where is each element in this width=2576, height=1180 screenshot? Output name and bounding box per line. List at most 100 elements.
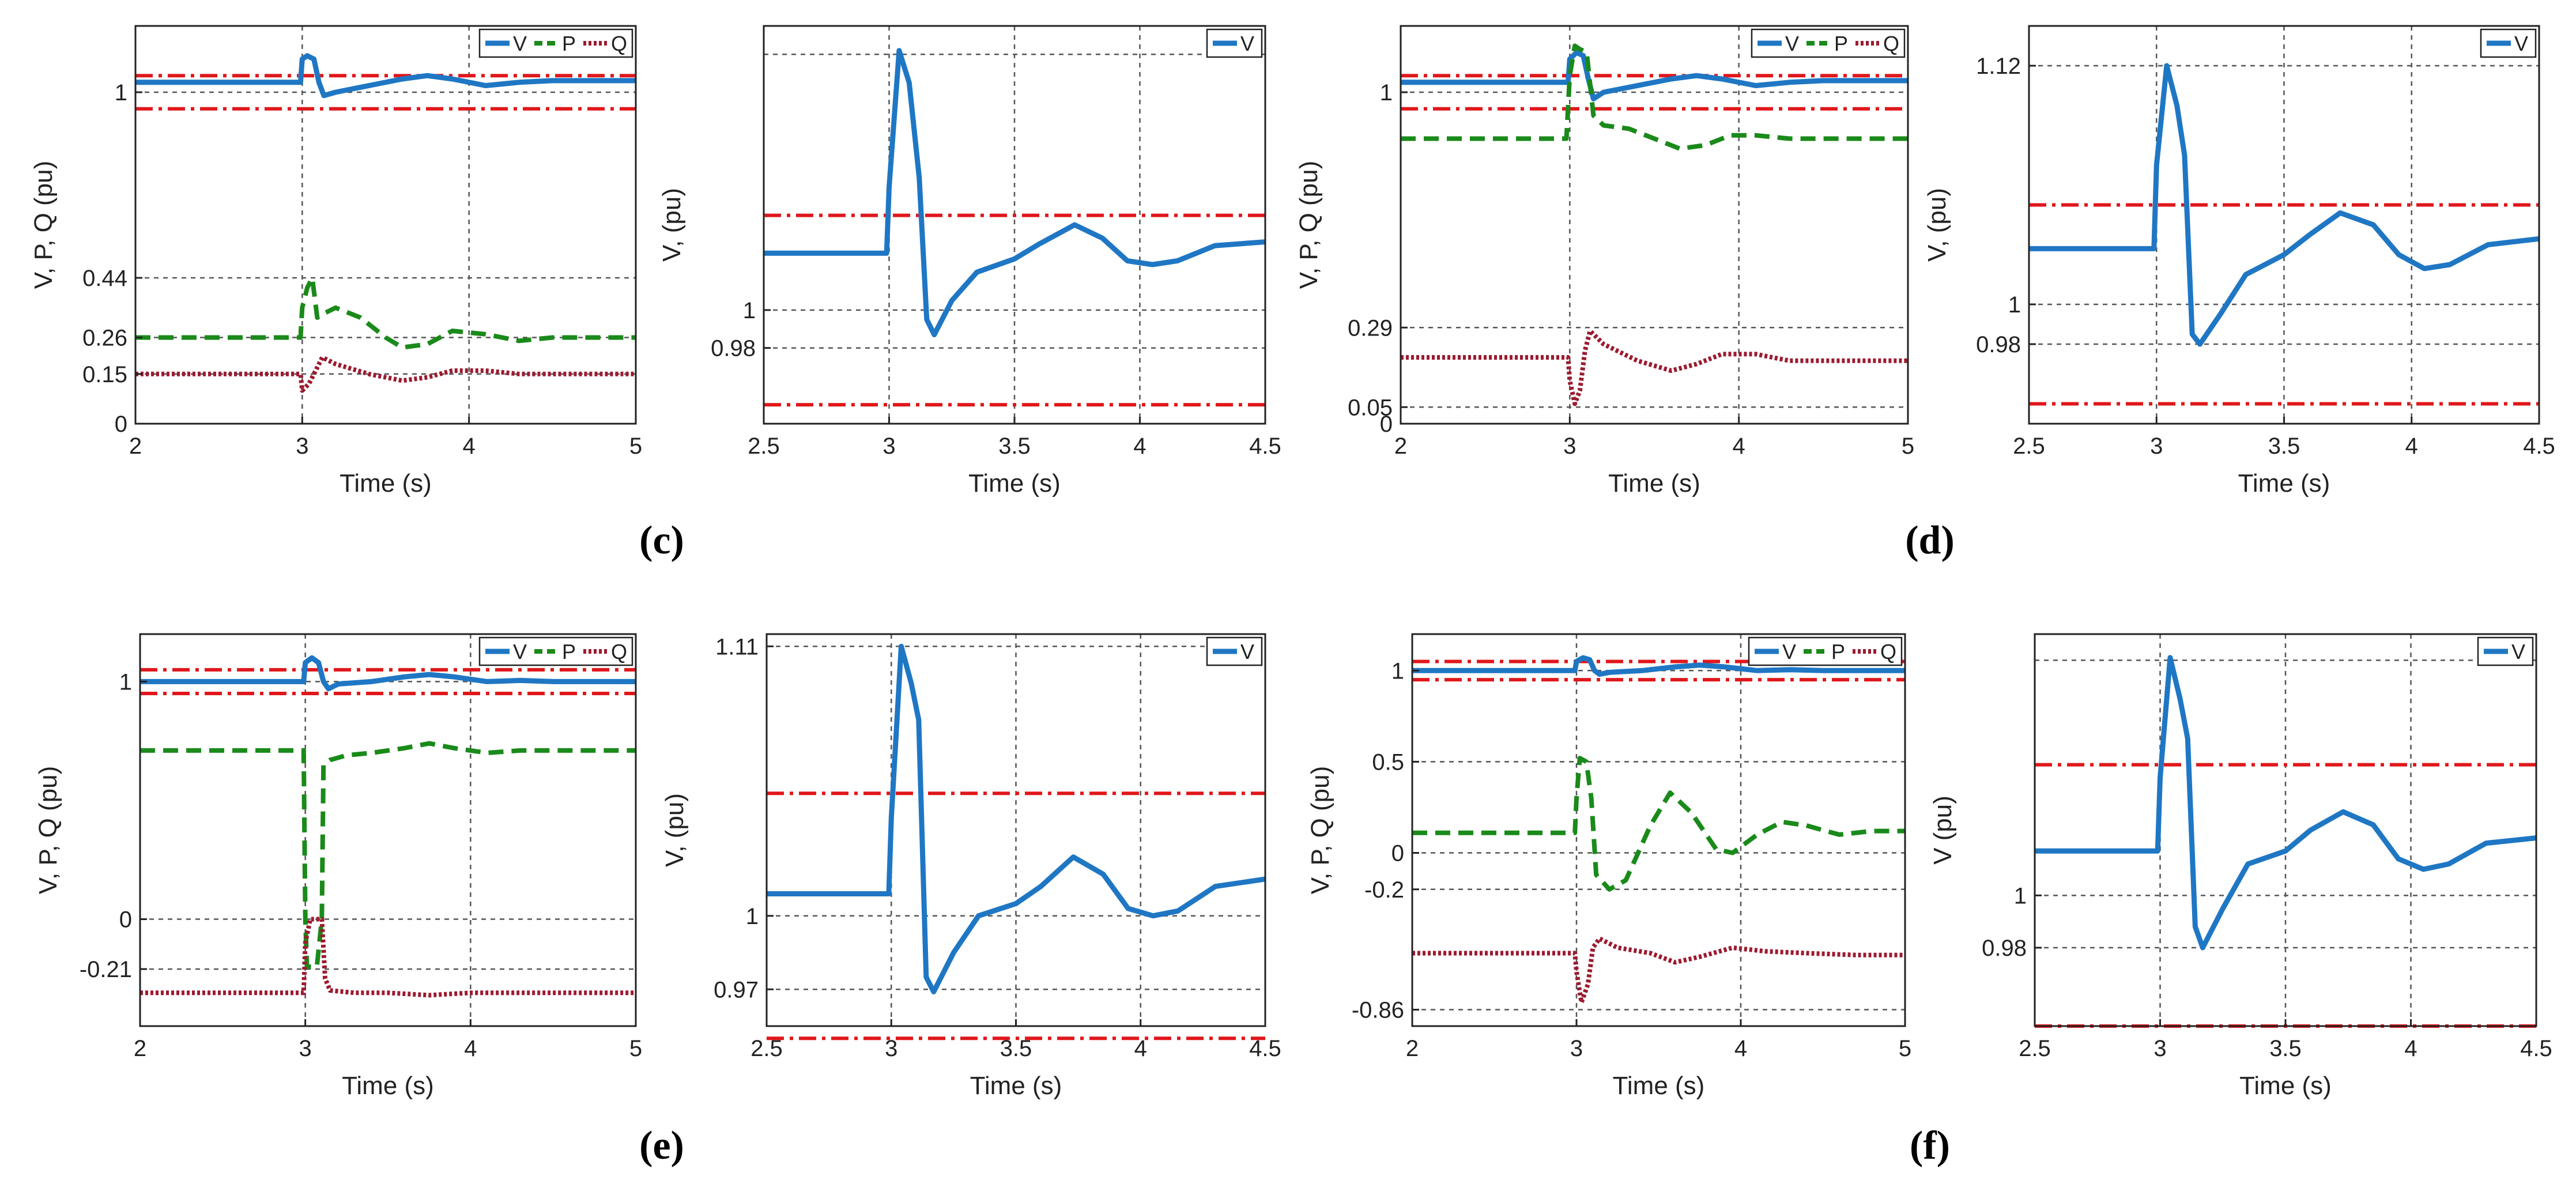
x-tick-label: 4	[1733, 433, 1745, 459]
y-tick-label: -0.2	[1364, 877, 1404, 903]
x-tick-label: 3	[296, 433, 308, 459]
legend: V	[1206, 636, 1263, 666]
x-tick-label: 4	[464, 1036, 477, 1061]
series-line-Q	[1401, 329, 1908, 406]
chart-d-right: 2.5 3 3.5 4 4.5 0.98 1 1.12 Time (s) V, (pu) V	[1923, 25, 2555, 497]
x-tick-label: 5	[1902, 433, 1914, 459]
legend: V	[2480, 28, 2537, 58]
series-line-Q	[140, 917, 636, 998]
legend-label-V: V	[2514, 32, 2528, 55]
x-tick-label: 2.5	[748, 433, 780, 459]
y-tick-label: 0.98	[1976, 332, 2021, 357]
x-tick-label: 4.5	[2523, 433, 2555, 459]
y-tick-label: 0.5	[1372, 749, 1404, 775]
plot-frame	[1411, 633, 1906, 1027]
x-tick-label: 2.5	[750, 1036, 783, 1061]
y-tick-label: 1	[746, 904, 759, 929]
y-tick-label: 0.44	[82, 266, 127, 291]
x-axis-label: Time (s)	[340, 469, 432, 497]
plot-frame	[134, 25, 637, 425]
legend-label-V: V	[513, 640, 527, 663]
x-tick-label: 4.5	[1249, 433, 1281, 459]
y-axis-label: V, P, Q (pu)	[1295, 161, 1323, 289]
legend-label-P: P	[1831, 640, 1845, 663]
x-tick-label: 4	[2405, 433, 2418, 459]
y-tick-label: 0	[1380, 412, 1393, 437]
y-tick-label: 1	[115, 80, 127, 105]
y-tick-label: 1	[743, 298, 756, 323]
y-axis-label: V, (pu)	[661, 793, 689, 867]
x-tick-label: 4	[1734, 1036, 1747, 1061]
y-axis-label: V, (pu)	[1923, 188, 1951, 262]
panel-label-c: (c)	[639, 518, 684, 563]
legend-label-V: V	[513, 32, 527, 55]
y-axis-label: V (pu)	[1929, 796, 1957, 865]
series-line-P	[1401, 43, 1908, 151]
series-line-P	[1412, 756, 1905, 892]
legend-label-Q: Q	[1880, 640, 1896, 663]
x-axis-label: Time (s)	[342, 1072, 434, 1100]
x-tick-label: 3	[882, 433, 895, 459]
x-tick-label: 3	[885, 1036, 897, 1061]
y-tick-label: 0.98	[1982, 936, 2027, 961]
y-tick-label: 0.15	[82, 362, 127, 387]
x-axis-label: Time (s)	[1613, 1072, 1705, 1100]
x-tick-label: 5	[629, 1036, 642, 1061]
chart-f-right: 2.5 3 3.5 4 4.5 0.98 1 Time (s) V (pu) V	[1929, 633, 2552, 1100]
x-tick-label: 4.5	[2520, 1036, 2552, 1061]
legend-label-P: P	[562, 640, 576, 663]
legend-label-P: P	[1834, 32, 1848, 55]
x-tick-label: 5	[629, 433, 642, 459]
series-line-V	[767, 643, 1265, 994]
x-tick-label: 4	[463, 433, 476, 459]
chart-f-left: 2 3 4 5 -0.86 -0.2 0 0.5 1 Time (s) V, P, Q (pu) V P…	[1306, 633, 1911, 1100]
y-tick-label: 0.05	[1348, 395, 1393, 420]
legend-label-Q: Q	[1883, 32, 1899, 55]
x-tick-label: 4	[1134, 1036, 1147, 1061]
y-tick-label: 0.97	[714, 977, 759, 1002]
panel-label-d: (d)	[1905, 518, 1955, 563]
x-tick-label: 3	[2153, 1036, 2166, 1061]
x-tick-label: 5	[1899, 1036, 1911, 1061]
legend-label-P: P	[562, 32, 576, 55]
x-tick-label: 3.5	[2269, 1036, 2302, 1061]
panel-label-f: (f)	[1910, 1124, 1950, 1168]
x-tick-label: 3.5	[998, 433, 1031, 459]
y-tick-label: 1	[1391, 658, 1404, 684]
chart-c-right: 2.5 3 3.5 4 4.5 0.98 1 Time (s) V, (pu) V	[658, 25, 1281, 497]
y-tick-label: 0	[1391, 841, 1404, 866]
x-tick-label: 2	[129, 433, 142, 459]
x-tick-label: 3	[299, 1036, 312, 1061]
y-tick-label: 0.26	[82, 326, 127, 351]
series-line-P	[140, 741, 636, 969]
y-tick-label: 0.29	[1348, 315, 1393, 341]
y-tick-label: 1	[1380, 80, 1393, 105]
series-line-V	[135, 53, 636, 99]
chart-e-left: 2 3 4 5 -0.21 0 1 Time (s) V, P, Q (pu) V P Q	[34, 633, 642, 1100]
y-tick-label: 1	[2008, 292, 2021, 318]
y-tick-label: 1	[2014, 883, 2027, 908]
x-axis-label: Time (s)	[1608, 469, 1700, 497]
x-axis-label: Time (s)	[2239, 1072, 2332, 1100]
x-axis-label: Time (s)	[968, 469, 1061, 497]
plot-frame	[1400, 25, 1909, 425]
x-tick-label: 2.5	[2019, 1036, 2051, 1061]
x-tick-label: 2	[1406, 1036, 1419, 1061]
x-axis-label: Time (s)	[970, 1072, 1062, 1100]
x-tick-label: 4.5	[1249, 1036, 1281, 1061]
x-tick-label: 2.5	[2013, 433, 2045, 459]
x-axis-label: Time (s)	[2238, 469, 2330, 497]
x-tick-label: 3	[1570, 1036, 1583, 1061]
x-tick-label: 3.5	[2268, 433, 2300, 459]
y-tick-label: 0	[119, 907, 132, 933]
series-line-V	[2029, 63, 2539, 347]
y-axis-label: V, P, Q (pu)	[1306, 766, 1334, 895]
y-tick-label: -0.21	[80, 957, 132, 982]
series-line-V	[1412, 655, 1905, 677]
x-tick-label: 4	[1133, 433, 1146, 459]
x-tick-label: 4	[2404, 1036, 2417, 1061]
